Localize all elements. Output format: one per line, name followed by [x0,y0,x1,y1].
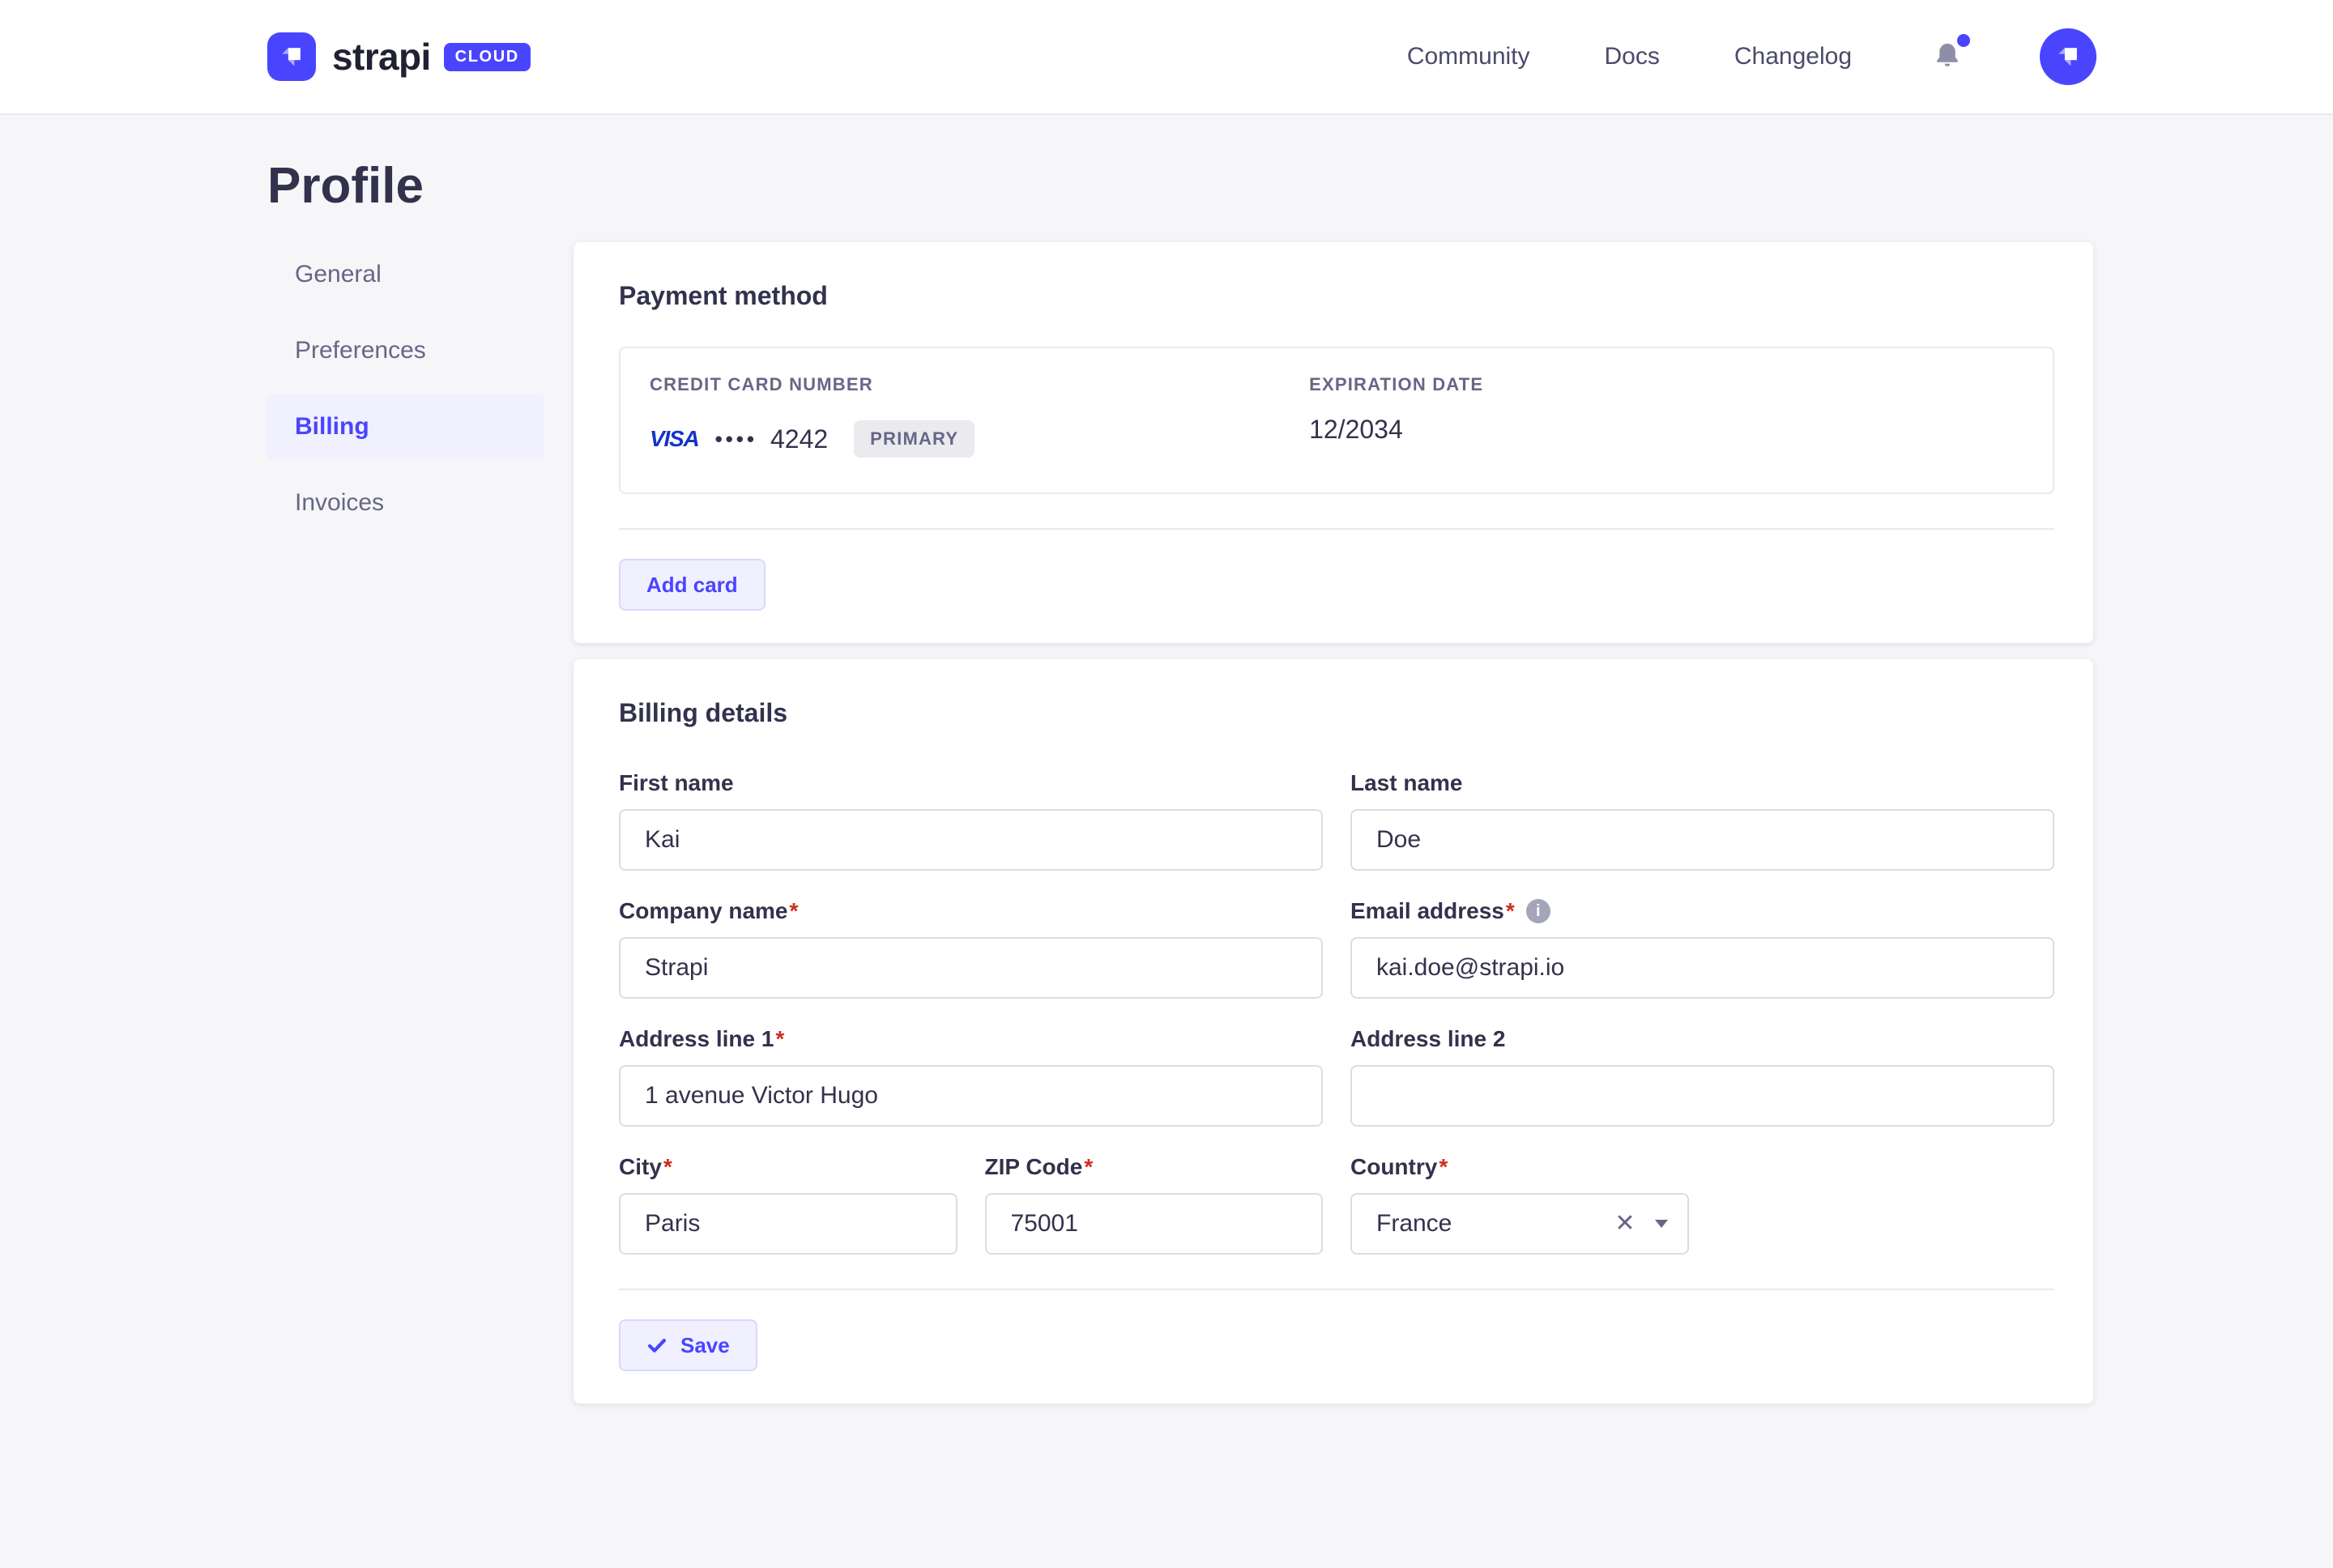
payment-card-divider [619,528,2054,530]
logo-wordmark: strapi [332,36,431,78]
sidebar-item-general[interactable]: General [295,261,382,288]
last-name-field: Last name [1350,770,2054,871]
country-clear-icon[interactable]: ✕ [1614,1210,1636,1237]
required-asterisk: * [775,1026,785,1051]
country-label: Country * [1350,1154,1448,1179]
email-info-icon[interactable]: i [1525,899,1550,923]
company-name-input[interactable] [619,937,1323,999]
billing-details-title: Billing details [619,698,788,727]
city-field: City * [619,1154,958,1255]
address-line1-field: Address line 1 * [619,1026,1323,1127]
save-button[interactable]: Save [619,1319,757,1371]
expiration-date-label: EXPIRATION DATE [1309,374,1484,394]
country-selected-value: France [1376,1210,1452,1237]
notifications-bell-icon[interactable] [1930,34,1970,76]
last-name-label: Last name [1350,770,1463,795]
add-card-label: Add card [646,572,738,597]
payment-method-title: Payment method [619,281,828,310]
address-line1-label: Address line 1 * [619,1026,785,1051]
address-line2-field: Address line 2 [1350,1026,2054,1127]
profile-page: Profile General Preferences Billing Invo… [0,157,2333,1404]
zip-code-label: ZIP Code * [984,1154,1094,1179]
city-label: City * [619,1154,672,1179]
visa-logo: VISA [650,426,700,451]
country-select[interactable]: France ✕ [1350,1193,1689,1255]
billing-details-card: Billing details First name Last name [574,659,2093,1404]
billing-form: First name Last name Com [619,770,2054,1255]
first-name-field: First name [619,770,1323,871]
address-line2-label: Address line 2 [1350,1026,1506,1051]
header-nav: Community Docs Changelog [1407,28,2096,85]
company-name-label: Company name * [619,898,799,923]
expiration-date-value: 12/2034 [1309,415,1403,444]
email-address-label: Email address * i [1350,898,2054,924]
country-field: Country * France ✕ [1350,1154,1689,1255]
primary-badge: PRIMARY [854,420,975,458]
required-asterisk: * [1505,898,1515,923]
add-card-button[interactable]: Add card [619,559,766,611]
email-address-field: Email address * i [1350,898,2054,999]
required-asterisk: * [1439,1154,1448,1179]
first-name-input[interactable] [619,809,1323,871]
required-asterisk: * [789,898,799,923]
required-asterisk: * [663,1154,672,1179]
nav-link-changelog[interactable]: Changelog [1734,43,1852,70]
sidebar-item-billing[interactable]: Billing [266,394,544,459]
card-last4: 4242 [770,424,829,454]
billing-card-divider [619,1289,2054,1290]
payment-method-card: Payment method CREDIT CARD NUMBER VISA •… [574,242,2093,643]
first-name-label: First name [619,770,734,795]
last-name-input[interactable] [1350,809,2054,871]
address-line1-input[interactable] [619,1065,1323,1127]
page-title: Profile [267,158,424,214]
card-masked-dots: •••• [714,426,757,451]
required-asterisk: * [1084,1154,1094,1179]
zip-code-field: ZIP Code * [984,1154,1323,1255]
profile-sidebar: General Preferences Billing Invoices [266,242,544,535]
zip-code-input[interactable] [984,1193,1323,1255]
nav-link-community[interactable]: Community [1406,43,1530,70]
address-line2-input[interactable] [1350,1065,2054,1127]
cloud-badge: CLOUD [443,42,531,71]
top-header: strapi CLOUD Community Docs Changelog [0,0,2333,115]
sidebar-item-preferences[interactable]: Preferences [295,337,426,364]
chevron-down-icon [1654,1220,1668,1228]
credit-card-row: CREDIT CARD NUMBER VISA •••• 4242 PRIMAR… [619,347,2054,494]
form-grid-spacer [1717,1154,2055,1255]
city-input[interactable] [619,1193,958,1255]
credit-card-number-label: CREDIT CARD NUMBER [650,374,873,394]
notification-dot [1957,34,1970,47]
user-avatar[interactable] [2040,28,2096,85]
nav-link-docs[interactable]: Docs [1604,43,1660,70]
check-icon [647,1338,667,1353]
save-label: Save [680,1332,730,1357]
sidebar-item-invoices[interactable]: Invoices [295,489,385,516]
strapi-logo[interactable]: strapi CLOUD [267,32,531,81]
company-name-field: Company name * [619,898,1323,999]
strapi-logo-icon [267,32,316,81]
email-address-input[interactable] [1350,937,2054,999]
